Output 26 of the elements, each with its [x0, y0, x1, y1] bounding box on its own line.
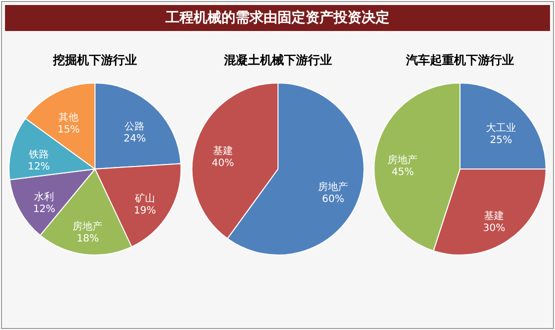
slice-label: 铁路 — [28, 148, 49, 161]
slice-label: 大工业 — [486, 122, 516, 134]
data-label: 30% — [482, 222, 506, 234]
slice-label: 房地产 — [318, 180, 348, 193]
data-label: 40% — [211, 158, 234, 170]
chart-title: 混凝土机械下游行业 — [222, 53, 332, 67]
data-label: 45% — [392, 166, 414, 178]
text: 工程机械的需求由固定资产投资决定 — [5, 5, 550, 31]
slice-label: 房地产 — [72, 220, 103, 233]
chart-title: 汽车起重机下游行业 — [405, 53, 514, 67]
slice-label: 基建 — [484, 210, 504, 222]
slice-label: 公路 — [124, 120, 145, 133]
slice-label: 水利 — [34, 190, 54, 203]
slice-label: 房地产 — [388, 154, 418, 166]
data-label: 24% — [124, 134, 146, 145]
data-label: 60% — [322, 194, 344, 205]
slice-label: 其他 — [58, 111, 79, 124]
data-label: 12% — [33, 204, 56, 215]
data-label: 25% — [490, 134, 512, 146]
slice-label: 矿山 — [134, 192, 155, 205]
data-label: 19% — [134, 206, 156, 217]
data-label: 15% — [58, 124, 80, 136]
slice-label: 基建 — [212, 145, 232, 158]
chart-title: 挖掘机下游行业 — [52, 53, 137, 67]
data-label: 12% — [28, 162, 50, 173]
data-label: 18% — [76, 234, 99, 245]
